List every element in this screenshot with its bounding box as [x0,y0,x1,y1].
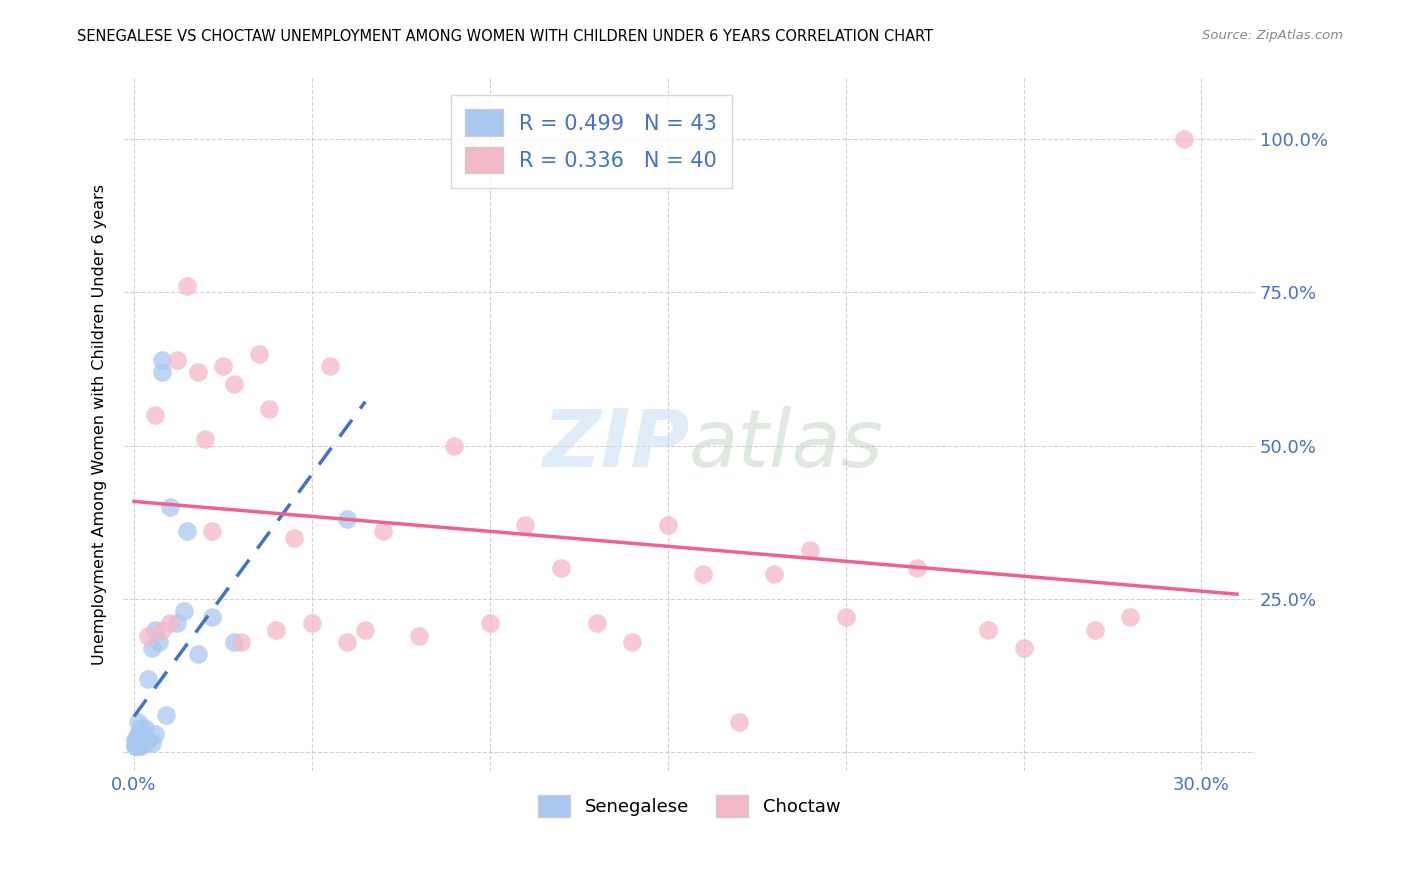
Point [201,610,224,624]
Point [515,518,537,533]
Point [977,623,1000,637]
Point [266,623,288,637]
Point [127,733,149,747]
Text: SENEGALESE VS CHOCTAW UNEMPLOYMENT AMONG WOMEN WITH CHILDREN UNDER 6 YEARS CORRE: SENEGALESE VS CHOCTAW UNEMPLOYMENT AMONG… [77,29,934,44]
Point [222,635,245,649]
Point [127,733,149,747]
Point [155,708,177,723]
Point [166,616,188,631]
Point [336,512,359,526]
Point [125,733,148,747]
Point [143,408,166,422]
Point [127,714,149,729]
Point [443,438,465,452]
Point [1012,640,1035,655]
Point [129,721,152,735]
Point [1119,610,1142,624]
Point [176,524,198,539]
Point [354,623,377,637]
Point [212,359,235,373]
Point [152,365,174,379]
Point [143,727,166,741]
Point [229,635,252,649]
Point [159,616,181,631]
Point [194,433,217,447]
Point [550,561,572,575]
Text: Source: ZipAtlas.com: Source: ZipAtlas.com [1202,29,1343,42]
Point [905,561,928,575]
Point [136,672,159,686]
Point [127,739,149,753]
Point [131,736,153,750]
Text: atlas: atlas [689,406,884,483]
Point [166,352,188,367]
Point [201,524,224,539]
Point [728,714,751,729]
Y-axis label: Unemployment Among Women with Children Under 6 years: Unemployment Among Women with Children U… [93,184,107,665]
Point [371,524,394,539]
Point [301,616,323,631]
Point [127,733,149,747]
Point [1173,132,1195,146]
Point [1084,623,1107,637]
Point [143,623,166,637]
Point [129,733,152,747]
Point [657,518,679,533]
Point [336,635,359,649]
Point [222,377,245,392]
Point [173,604,195,618]
Point [124,733,146,747]
Point [135,733,157,747]
Point [125,736,148,750]
Point [125,739,148,753]
Text: ZIP: ZIP [541,406,689,483]
Point [152,623,174,637]
Point [159,500,181,514]
Point [134,736,156,750]
Point [127,727,149,741]
Point [408,629,430,643]
Point [585,616,607,631]
Point [148,635,170,649]
Point [129,733,152,747]
Point [799,542,821,557]
Point [187,647,209,661]
Point [132,733,155,747]
Point [136,629,159,643]
Point [125,739,148,753]
Point [129,739,152,753]
Point [283,531,305,545]
Point [763,567,786,582]
Point [152,352,174,367]
Point [128,739,150,753]
Point [834,610,856,624]
Point [128,727,150,741]
Point [478,616,501,631]
Point [136,733,159,747]
Point [318,359,340,373]
Point [257,401,280,416]
Point [141,736,163,750]
Point [124,739,146,753]
Point [176,279,198,293]
Legend: Senegalese, Choctaw: Senegalese, Choctaw [530,788,848,824]
Point [187,365,209,379]
Point [247,346,270,360]
Point [128,733,150,747]
Point [621,635,644,649]
Point [134,721,156,735]
Point [692,567,714,582]
Point [124,739,146,753]
Point [141,640,163,655]
